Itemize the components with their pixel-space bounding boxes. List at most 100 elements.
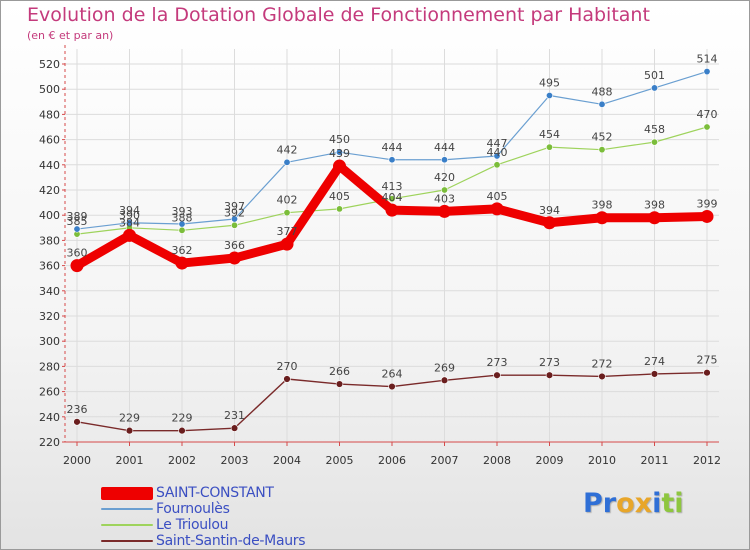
data-label: 439 (329, 147, 350, 160)
legend-item: Saint-Santin-de-Maurs (101, 533, 361, 549)
data-label: 236 (67, 403, 88, 416)
data-label: 444 (434, 141, 455, 154)
data-label: 397 (224, 200, 245, 213)
y-tick-label: 320 (39, 310, 60, 323)
data-label: 272 (592, 357, 613, 370)
data-label: 402 (277, 194, 298, 207)
data-label: 403 (434, 192, 455, 205)
data-point (175, 256, 189, 270)
data-point (335, 205, 343, 213)
x-tick-label: 2001 (116, 454, 144, 467)
data-label: 413 (382, 180, 403, 193)
legend-label: Le Trioulou (156, 517, 229, 533)
data-label: 420 (434, 171, 455, 184)
y-tick-label: 460 (39, 134, 60, 147)
data-point (703, 123, 711, 131)
x-tick-label: 2010 (588, 454, 616, 467)
data-point (703, 68, 711, 76)
data-label: 264 (382, 368, 403, 381)
data-label: 444 (382, 141, 403, 154)
legend-swatch (101, 540, 153, 542)
gridlines (65, 49, 719, 443)
data-label: 399 (697, 197, 718, 210)
series-saint-constant (70, 159, 714, 273)
data-label: 362 (172, 244, 193, 257)
data-point (543, 216, 556, 230)
data-label: 266 (329, 365, 350, 378)
y-tick-label: 440 (39, 159, 60, 172)
data-point (598, 146, 606, 154)
data-point (545, 92, 553, 100)
data-label: 398 (644, 199, 665, 212)
data-point (545, 371, 554, 379)
x-tick-label: 2003 (221, 454, 249, 467)
logo-letter: i (674, 488, 684, 519)
data-point (283, 375, 291, 383)
legend-label: Saint-Santin-de-Maurs (156, 533, 306, 549)
data-label: 405 (329, 190, 350, 203)
legend-swatch (101, 486, 153, 500)
data-label: 394 (119, 204, 140, 217)
series (70, 68, 714, 435)
data-label: 389 (67, 210, 88, 223)
data-label: 229 (172, 412, 193, 425)
data-point (440, 186, 448, 194)
data-label: 392 (224, 206, 245, 219)
data-point (335, 380, 344, 388)
legend-swatch (101, 524, 153, 526)
data-point (178, 220, 186, 228)
data-label: 398 (592, 199, 613, 212)
data-point (598, 372, 606, 381)
x-tick-label: 2009 (536, 454, 564, 467)
data-label: 393 (172, 205, 193, 218)
data-point (126, 219, 134, 227)
data-point (228, 251, 241, 265)
data-point (283, 209, 291, 217)
data-point (650, 84, 658, 92)
data-label: 384 (119, 216, 140, 229)
data-point (73, 418, 81, 426)
y-tick-label: 420 (39, 184, 60, 197)
series-fournoul-s (73, 68, 711, 233)
y-tick-label: 260 (39, 386, 60, 399)
y-tick-label: 500 (39, 83, 60, 96)
y-tick-label: 480 (39, 108, 60, 121)
data-point (598, 100, 606, 108)
x-tick-label: 2004 (273, 454, 301, 467)
y-tick-label: 520 (39, 58, 60, 71)
logo-letter: r (602, 488, 617, 519)
data-point (490, 202, 504, 216)
x-tick-label: 2006 (378, 454, 406, 467)
data-label: 514 (697, 53, 718, 66)
logo-letter: i (652, 488, 662, 519)
data-label: 229 (119, 412, 140, 425)
series-saint-santin-de-maurs (73, 369, 711, 435)
axes: 220 240 260 280 300 320 340 360 380 400 420 440 460 4… (39, 45, 721, 467)
data-point (388, 382, 396, 391)
data-point (333, 159, 346, 173)
data-point (335, 148, 343, 156)
data-point (230, 424, 239, 432)
y-tick-label: 220 (39, 436, 60, 449)
data-label: 447 (487, 137, 508, 150)
x-tick-label: 2005 (326, 454, 354, 467)
data-label: 360 (67, 247, 88, 260)
data-label: 452 (592, 131, 613, 144)
proxiti-logo: Proxiti (583, 488, 684, 519)
data-label: 440 (487, 146, 508, 159)
data-point (700, 209, 714, 223)
data-point (178, 426, 186, 435)
data-point (703, 369, 711, 377)
data-label: 390 (119, 209, 140, 222)
data-label: 405 (487, 190, 508, 203)
data-label: 269 (434, 361, 455, 374)
series-le-trioulou (73, 123, 711, 238)
data-point (388, 156, 396, 164)
legend-label: Fournoulès (156, 501, 230, 517)
legend-swatch (101, 508, 153, 510)
data-point (650, 138, 658, 146)
y-tick-label: 400 (39, 209, 60, 222)
data-point (440, 156, 448, 164)
logo-letter: P (583, 488, 603, 519)
